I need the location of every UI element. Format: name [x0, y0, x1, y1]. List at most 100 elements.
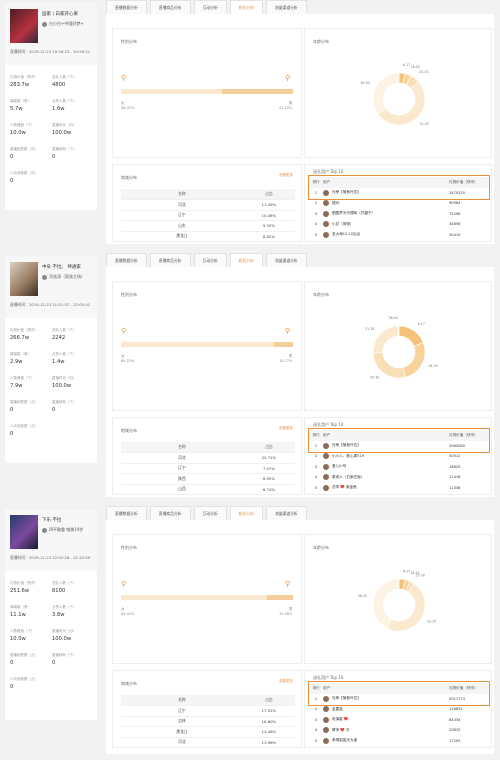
age-slice: [372, 325, 399, 354]
table-row[interactable]: 2 金露蓝 116832: [309, 704, 489, 715]
user-name: 小小人、憨心周519: [332, 453, 365, 458]
avatar: [323, 474, 329, 481]
stat-label: 直播销售额（元）: [10, 653, 38, 657]
tab-1[interactable]: 直播商品分析: [149, 0, 191, 14]
avatar: [323, 737, 329, 744]
more-link[interactable]: 查看更多: [279, 679, 293, 683]
age-label: 25-30: [416, 573, 425, 577]
gift-value: 18625: [449, 464, 461, 469]
age-label: 36-40: [358, 594, 367, 598]
tab-1[interactable]: 直播商品分析: [149, 506, 191, 520]
region-row: 吉林 16.60%: [121, 715, 295, 727]
table-row[interactable]: 1 光荣【葡萄叶拉】 2011774: [309, 694, 489, 705]
anchor-tag: 司兆涛（家族主场）: [42, 274, 85, 280]
stat-cell: 直播销售额（元） 0: [10, 400, 52, 424]
tab-4[interactable]: 流量渠道分析: [265, 0, 307, 14]
avatar: [323, 716, 329, 723]
table-row[interactable]: 4 翠萍 ❤️ 天 20815: [309, 725, 489, 736]
table-row[interactable]: 4 小花（荷物） 34656: [309, 219, 489, 230]
stats-grid: 礼物价值（快币） 251.6w 送礼人数（个） 8100 弹幕数（条） 11.1…: [10, 581, 94, 701]
stat-cell: 点赞人数（个） 1.6w: [52, 99, 94, 123]
tab-0[interactable]: 直播数据分析: [106, 253, 147, 267]
stat-label: 人均消费额（元）: [10, 171, 38, 175]
stat-value: 0: [10, 431, 14, 437]
region-row: 黑龙江 8.82%: [121, 230, 295, 241]
tab-1[interactable]: 直播商品分析: [149, 253, 191, 267]
anchor-name[interactable]: 国家丨白家开心果: [42, 12, 78, 17]
stat-label: 礼物价值（快币）: [10, 75, 38, 79]
tab-3[interactable]: 粉丝分析: [229, 506, 263, 520]
male-label: 男 10.77%: [279, 354, 293, 363]
gift-value: 30512: [449, 454, 461, 459]
tab-2[interactable]: 互动分析: [193, 506, 227, 520]
live-time: 直播时间：2019-12-23 22:02:28 - 01:22:09: [10, 555, 91, 560]
top10-title: 送礼用户 Top 10: [313, 675, 344, 680]
more-link[interactable]: 查看更多: [279, 173, 293, 177]
tab-4[interactable]: 流量渠道分析: [265, 506, 307, 520]
gift-value: 90964: [449, 201, 461, 206]
table-row[interactable]: 3 电演星 ❤️ 84334: [309, 715, 489, 726]
age-label: 31-35: [427, 619, 436, 623]
gift-value: 84334: [449, 717, 461, 722]
stat-value: 1.4w: [52, 359, 65, 365]
region-row: 河北 11.49%: [121, 199, 295, 210]
avatar: [323, 200, 329, 207]
tab-2[interactable]: 互动分析: [193, 253, 227, 267]
stat-value: 283.7w: [10, 82, 30, 88]
stat-label: 弹幕数（条）: [10, 605, 31, 609]
gender-bar: [121, 89, 293, 94]
table-row[interactable]: 1 光荣【葡萄叶拉】 2470320: [309, 188, 489, 199]
stat-value: 0: [52, 154, 56, 160]
tab-3[interactable]: 粉丝分析: [229, 0, 263, 14]
age-card: 年龄分布 6-17 18-24 25-30 31-35 36-40: [304, 534, 492, 664]
top10-table: 排行 用户 礼物价值（快币） 1 光荣【葡萄叶拉】 2063080 2 小小人、憨心…: [309, 430, 489, 493]
stat-cell: 直播时长（分） 100.0w: [52, 629, 94, 653]
rank: 3: [314, 717, 318, 722]
stat-value: 0: [10, 660, 14, 666]
table-row[interactable]: 3 图图梦天代理商（托捷子） 75296: [309, 209, 489, 220]
table-row[interactable]: 1 光荣【葡萄叶拉】 2063080: [309, 441, 489, 452]
stat-label: 人数峰值（个）: [10, 629, 35, 633]
table-row[interactable]: 2 德州 90964: [309, 198, 489, 209]
table-row[interactable]: 5 恋李 ❤️ 美金鱼 11338: [309, 483, 489, 494]
tab-2[interactable]: 互动分析: [193, 0, 227, 14]
user-name: 泰老六（石家庄版）: [332, 474, 365, 479]
avatar: [323, 442, 329, 449]
stat-label: 直播转粉（个）: [52, 147, 77, 151]
age-donut: 6-17 18-24 25-30 31-35 36-40: [365, 316, 438, 380]
table-row[interactable]: 2 小小人、憨心周519 30512: [309, 451, 489, 462]
age-label: 6-17: [403, 569, 410, 573]
region-title: 地域分布: [121, 681, 137, 686]
anchor-name[interactable]: 下乐 不拉: [42, 518, 62, 523]
stat-label: 弹幕数（条）: [10, 352, 31, 356]
female-label: 女 84.92%: [121, 607, 135, 616]
stat-value: 0: [10, 154, 14, 160]
gift-value: 2011774: [449, 696, 466, 701]
tab-4[interactable]: 流量渠道分析: [265, 253, 307, 267]
stat-cell: 礼物价值（快币） 251.6w: [10, 581, 52, 605]
stat-value: 10.0w: [10, 636, 26, 642]
avatar: [323, 484, 329, 491]
stat-label: 人均消费额（元）: [10, 424, 38, 428]
avatar: [10, 262, 38, 296]
rank: 2: [314, 454, 318, 459]
table-row[interactable]: 5 孝顺祖蓝光大道 17205: [309, 736, 489, 747]
tab-0[interactable]: 直播数据分析: [106, 506, 147, 520]
region-title: 地域分布: [121, 428, 137, 433]
table-row[interactable]: 3 爱儿小号 18625: [309, 462, 489, 473]
age-slice: [402, 342, 426, 378]
tab-0[interactable]: 直播数据分析: [106, 0, 147, 14]
stat-label: 送礼人数（个）: [52, 75, 77, 79]
stat-value: 10.0w: [10, 130, 26, 136]
table-row[interactable]: 4 泰老六（石家庄版） 11416: [309, 472, 489, 483]
table-row[interactable]: 5 圣大海12.10后出 30410: [309, 230, 489, 241]
male-label: 男 15.08%: [279, 607, 293, 616]
age-label: 36-40: [389, 316, 398, 320]
anchor-name[interactable]: 中朵 不拉。 神通家: [42, 265, 81, 270]
stat-cell: 直播时长（分） 100.0w: [52, 123, 94, 147]
age-label: 25-30: [370, 376, 379, 380]
tab-3[interactable]: 粉丝分析: [229, 253, 263, 267]
more-link[interactable]: 查看更多: [279, 426, 293, 430]
